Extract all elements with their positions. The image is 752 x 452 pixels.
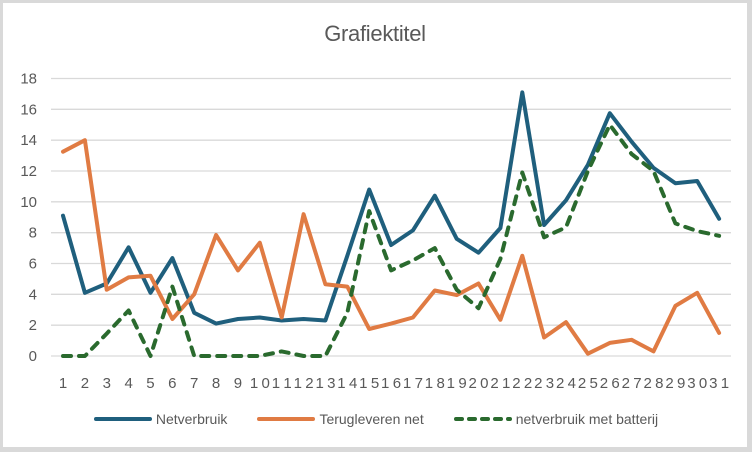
- y-tick-label: 2: [29, 317, 37, 334]
- x-tick-label: 19: [447, 375, 467, 392]
- x-tick-label: 25: [578, 375, 598, 392]
- y-tick-label: 16: [20, 101, 37, 118]
- series-line-netverbruik-met-batterij[interactable]: [61, 122, 722, 358]
- y-tick-label: 0: [29, 348, 37, 365]
- y-tick-label: 6: [29, 256, 37, 273]
- legend-line-solid-orange-icon: [257, 417, 316, 421]
- legend-item-netverbruik-met-batterij[interactable]: netverbruik met batterij: [452, 411, 658, 427]
- x-axis-labels: 1 2 3 4 5 6 7 8 9 10 11 12 13 14 15 16 17 18 19 20 21 22 23 24 2…: [59, 375, 729, 392]
- series-line-netverbruik[interactable]: [61, 90, 722, 326]
- x-tick-label: 20: [469, 375, 489, 392]
- x-tick-label: 4: [124, 375, 132, 392]
- chart-title: Grafiektitel: [324, 21, 426, 46]
- y-tick-label: 18: [20, 71, 37, 88]
- x-tick-label: 15: [359, 375, 379, 392]
- x-tick-label: 22: [512, 375, 532, 392]
- x-tick-label: 3: [103, 375, 111, 392]
- x-tick-label: 5: [146, 375, 154, 392]
- x-tick-label: 28: [643, 375, 663, 392]
- x-tick-label: 21: [490, 375, 510, 392]
- x-tick-label: 30: [687, 375, 707, 392]
- series-lines: [61, 90, 722, 358]
- x-tick-label: 24: [556, 375, 576, 392]
- x-tick-label: 26: [600, 375, 620, 392]
- gridlines: [51, 77, 731, 357]
- x-tick-label: 29: [665, 375, 685, 392]
- legend-label: Netverbruik: [155, 411, 228, 427]
- y-tick-label: 12: [20, 163, 37, 180]
- x-tick-label: 16: [381, 375, 401, 392]
- x-tick-label: 8: [212, 375, 220, 392]
- x-tick-label: 27: [622, 375, 642, 392]
- x-tick-label: 18: [425, 375, 445, 392]
- x-tick-label: 14: [337, 375, 357, 392]
- y-tick-label: 10: [20, 194, 37, 211]
- x-tick-label: 10: [250, 375, 270, 392]
- y-axis-labels: 0 2 4 6 8 10 12 14 16 18: [20, 71, 37, 366]
- x-tick-label: 23: [534, 375, 554, 392]
- x-tick-label: 11: [272, 375, 292, 392]
- x-tick-label: 9: [234, 375, 242, 392]
- x-tick-label: 1: [59, 375, 67, 392]
- legend-line-solid-blue-icon: [93, 417, 152, 421]
- legend: Netverbruik Terugleveren net netverbruik…: [3, 411, 747, 427]
- series-line-terugleveren-net[interactable]: [61, 138, 722, 356]
- legend-item-terugleveren-net[interactable]: Terugleveren net: [255, 411, 424, 427]
- legend-label: netverbruik met batterij: [515, 411, 659, 427]
- y-tick-label: 8: [29, 225, 37, 242]
- legend-item-netverbruik[interactable]: Netverbruik: [92, 411, 228, 427]
- y-tick-label: 4: [29, 286, 37, 303]
- x-tick-label: 12: [294, 375, 314, 392]
- chart-area: Grafiektitel 0 2 4 6 8 10 12 14 16 18 1 2 3 4 5 6 7 8 9 10…: [2, 2, 748, 448]
- x-tick-label: 17: [403, 375, 423, 392]
- x-tick-label: 31: [709, 375, 729, 392]
- legend-line-dashed-green-icon: [453, 417, 512, 421]
- y-tick-label: 14: [20, 132, 37, 149]
- x-tick-label: 2: [81, 375, 89, 392]
- legend-label: Terugleveren net: [319, 411, 424, 427]
- x-tick-label: 6: [168, 375, 176, 392]
- x-tick-label: 7: [190, 375, 198, 392]
- x-tick-label: 13: [315, 375, 335, 392]
